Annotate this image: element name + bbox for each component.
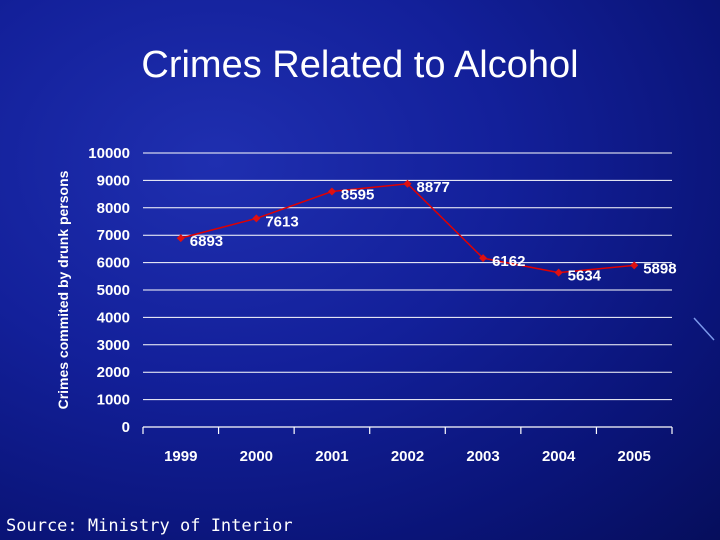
source-note: Source: Ministry of Interior (6, 516, 293, 536)
y-tick-label: 10000 (88, 145, 130, 162)
y-tick-label: 4000 (97, 309, 130, 326)
y-tick-label: 7000 (97, 227, 130, 244)
data-labels: 6893 7613 8595 8877 6162 5634 5898 (190, 179, 677, 285)
data-point (554, 268, 563, 277)
gridlines (143, 152, 672, 401)
data-label: 5634 (568, 268, 602, 285)
y-tick-label: 3000 (97, 337, 130, 354)
data-point (630, 261, 639, 270)
series-crimes (176, 179, 639, 277)
data-label: 6893 (190, 233, 223, 250)
data-label: 8877 (417, 179, 450, 196)
x-tick-label: 2004 (542, 448, 576, 465)
data-point (176, 234, 185, 243)
y-tick-label: 5000 (97, 282, 130, 299)
y-tick-label: 8000 (97, 200, 130, 217)
decorative-line (693, 317, 715, 341)
series-line (180, 182, 635, 274)
axes (142, 426, 673, 434)
x-tick-labels: 1999 2000 2001 2002 2003 2004 2005 (164, 448, 651, 465)
data-point (252, 214, 261, 223)
y-axis-title: Crimes commited by drunk persons (55, 170, 71, 409)
y-tick-labels: 0 1000 2000 3000 4000 5000 6000 7000 8000 9000 100… (88, 145, 130, 436)
y-tick-label: 2000 (97, 364, 130, 381)
x-tick-label: 2003 (466, 448, 499, 465)
data-label: 5898 (643, 260, 676, 277)
data-label: 8595 (341, 186, 374, 203)
data-label: 6162 (492, 253, 525, 270)
x-tick-label: 2001 (315, 448, 348, 465)
y-tick-label: 0 (122, 419, 130, 436)
y-tick-label: 1000 (97, 392, 130, 409)
x-tick-label: 1999 (164, 448, 197, 465)
x-tick-label: 2002 (391, 448, 424, 465)
y-tick-label: 6000 (97, 255, 130, 272)
slide-title: Crimes Related to Alcohol (141, 44, 579, 86)
data-label: 7613 (265, 213, 298, 230)
data-point (403, 179, 412, 188)
y-tick-label: 9000 (97, 172, 130, 189)
data-point (327, 187, 336, 196)
x-tick-label: 2005 (618, 448, 651, 465)
data-point (479, 254, 488, 263)
x-tick-label: 2000 (240, 448, 273, 465)
